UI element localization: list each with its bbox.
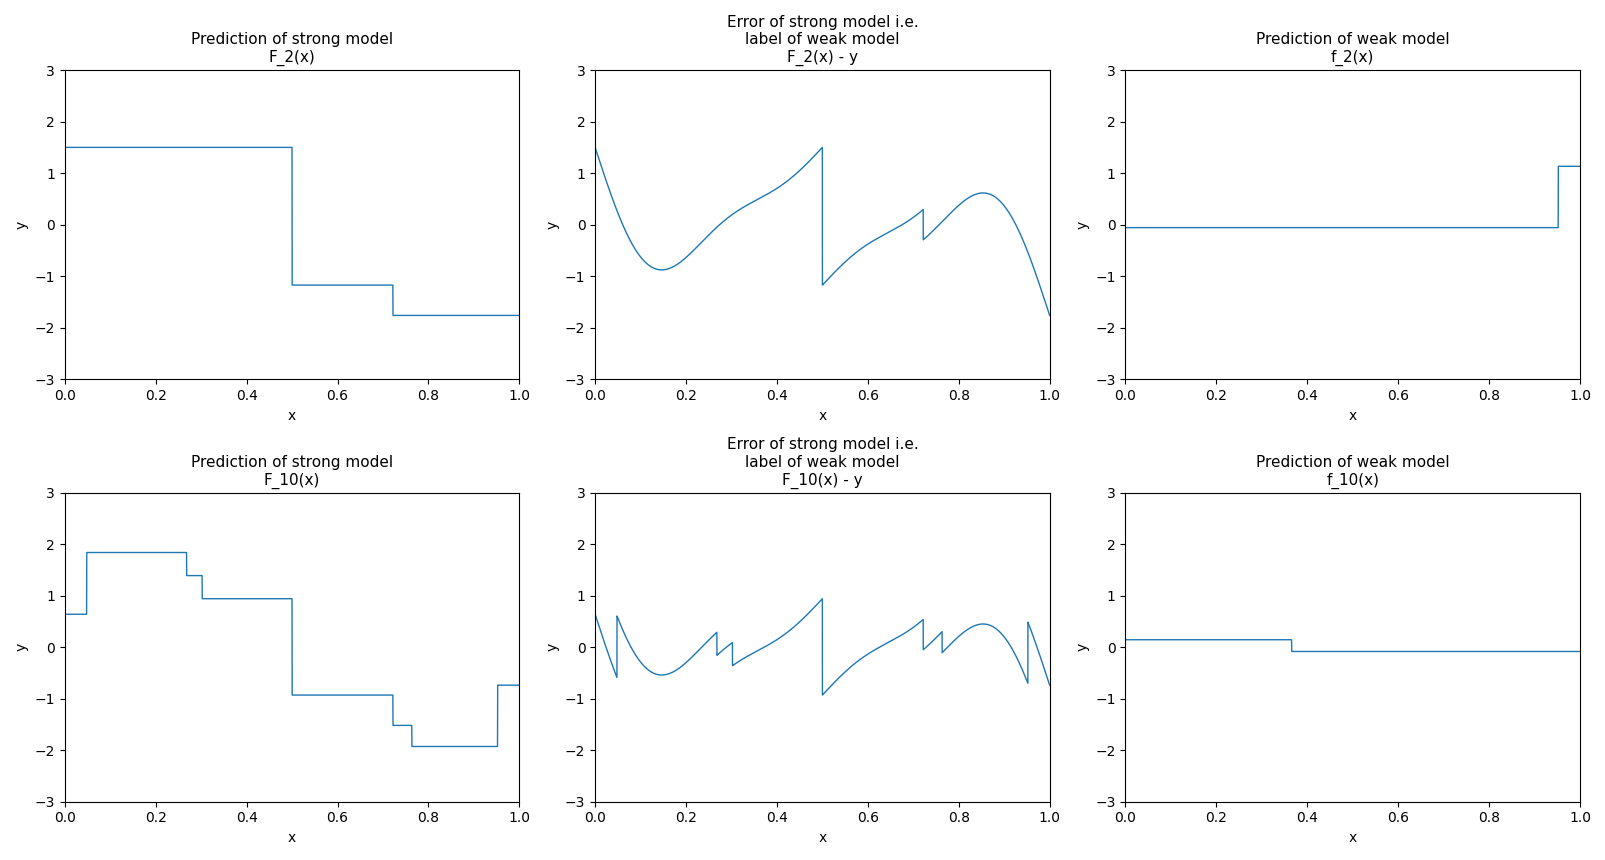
Y-axis label: y: y <box>14 643 29 651</box>
X-axis label: x: x <box>819 831 827 845</box>
Y-axis label: y: y <box>14 220 29 229</box>
Y-axis label: y: y <box>546 643 559 651</box>
X-axis label: x: x <box>819 408 827 422</box>
Title: Error of strong model i.e.
label of weak model
F_2(x) - y: Error of strong model i.e. label of weak… <box>725 15 918 66</box>
X-axis label: x: x <box>287 408 295 422</box>
Title: Prediction of strong model
F_2(x): Prediction of strong model F_2(x) <box>191 33 393 66</box>
X-axis label: x: x <box>287 831 295 845</box>
X-axis label: x: x <box>1348 408 1356 422</box>
Title: Prediction of weak model
f_2(x): Prediction of weak model f_2(x) <box>1255 33 1449 66</box>
Title: Prediction of weak model
f_10(x): Prediction of weak model f_10(x) <box>1255 455 1449 488</box>
X-axis label: x: x <box>1348 831 1356 845</box>
Title: Prediction of strong model
F_10(x): Prediction of strong model F_10(x) <box>191 455 393 488</box>
Y-axis label: y: y <box>1075 643 1088 651</box>
Title: Error of strong model i.e.
label of weak model
F_10(x) - y: Error of strong model i.e. label of weak… <box>725 438 918 488</box>
Y-axis label: y: y <box>1075 220 1088 229</box>
Y-axis label: y: y <box>546 220 559 229</box>
